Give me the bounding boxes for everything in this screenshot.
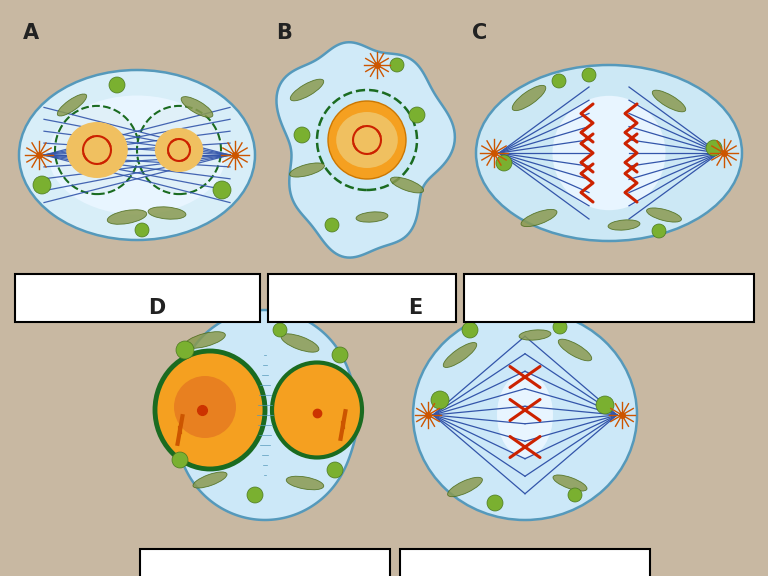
Circle shape xyxy=(596,396,614,414)
Ellipse shape xyxy=(155,351,265,469)
Circle shape xyxy=(332,347,348,363)
Ellipse shape xyxy=(553,475,587,491)
Circle shape xyxy=(325,218,339,232)
Ellipse shape xyxy=(155,128,204,172)
Circle shape xyxy=(327,462,343,478)
Ellipse shape xyxy=(328,101,406,179)
Ellipse shape xyxy=(443,343,477,367)
Ellipse shape xyxy=(476,65,742,241)
Bar xyxy=(140,549,390,576)
Ellipse shape xyxy=(336,112,398,168)
Bar xyxy=(15,274,260,322)
Bar xyxy=(15,15,260,270)
Ellipse shape xyxy=(652,90,686,112)
Circle shape xyxy=(409,107,425,123)
Ellipse shape xyxy=(137,106,221,194)
Circle shape xyxy=(135,223,149,237)
Circle shape xyxy=(568,488,582,502)
Ellipse shape xyxy=(58,94,87,116)
Bar xyxy=(268,274,456,322)
Circle shape xyxy=(172,452,188,468)
Circle shape xyxy=(652,224,666,238)
Bar xyxy=(140,290,390,545)
Ellipse shape xyxy=(512,85,546,111)
Bar xyxy=(400,549,650,576)
Circle shape xyxy=(462,322,478,338)
Ellipse shape xyxy=(184,332,225,348)
Ellipse shape xyxy=(521,210,557,226)
Bar xyxy=(464,274,754,322)
Circle shape xyxy=(553,320,567,334)
Ellipse shape xyxy=(608,220,640,230)
Polygon shape xyxy=(170,310,360,520)
Circle shape xyxy=(247,487,263,503)
Ellipse shape xyxy=(413,310,637,520)
Ellipse shape xyxy=(317,90,417,190)
Ellipse shape xyxy=(281,334,319,352)
Text: C: C xyxy=(472,23,487,43)
Ellipse shape xyxy=(108,210,147,224)
Circle shape xyxy=(706,140,722,156)
Ellipse shape xyxy=(552,96,666,210)
Ellipse shape xyxy=(390,177,423,193)
Circle shape xyxy=(273,323,287,337)
Ellipse shape xyxy=(272,362,362,457)
Ellipse shape xyxy=(66,122,127,178)
Circle shape xyxy=(33,176,51,194)
Circle shape xyxy=(552,74,566,88)
Circle shape xyxy=(109,77,125,93)
Ellipse shape xyxy=(290,163,324,177)
Ellipse shape xyxy=(174,376,236,438)
Text: A: A xyxy=(23,23,39,43)
Circle shape xyxy=(176,341,194,359)
Text: B: B xyxy=(276,23,292,43)
Ellipse shape xyxy=(193,472,227,488)
Ellipse shape xyxy=(558,339,591,361)
Circle shape xyxy=(294,127,310,143)
Ellipse shape xyxy=(148,207,186,219)
Ellipse shape xyxy=(55,106,139,194)
Text: E: E xyxy=(408,298,422,318)
Polygon shape xyxy=(276,42,455,257)
Circle shape xyxy=(496,155,512,171)
Ellipse shape xyxy=(181,97,213,118)
Bar xyxy=(400,290,650,545)
Ellipse shape xyxy=(286,476,324,490)
Ellipse shape xyxy=(356,212,388,222)
Circle shape xyxy=(390,58,404,72)
Ellipse shape xyxy=(290,79,324,101)
Circle shape xyxy=(487,495,503,511)
Ellipse shape xyxy=(647,208,681,222)
Bar xyxy=(464,15,754,270)
Ellipse shape xyxy=(497,373,553,457)
Ellipse shape xyxy=(448,478,482,497)
Ellipse shape xyxy=(48,96,226,214)
Circle shape xyxy=(431,391,449,409)
Circle shape xyxy=(582,68,596,82)
Text: D: D xyxy=(148,298,165,318)
Bar xyxy=(268,15,456,270)
Circle shape xyxy=(213,181,231,199)
Ellipse shape xyxy=(19,70,255,240)
Ellipse shape xyxy=(519,330,551,340)
